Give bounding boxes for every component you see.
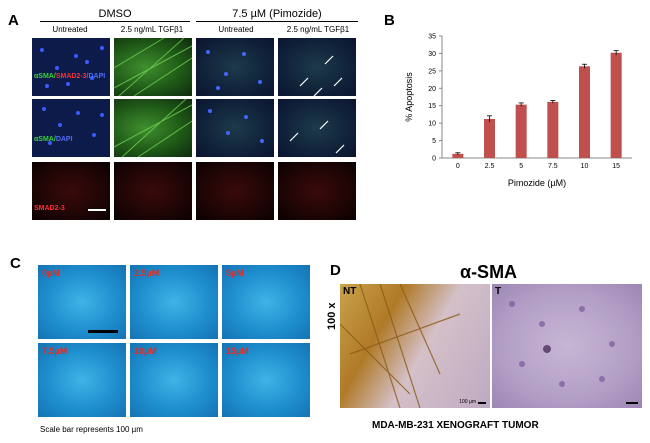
micrograph-a-r2c2 <box>114 99 192 157</box>
micrograph-a-r2c3 <box>196 99 274 157</box>
fiber-strokes <box>114 38 192 96</box>
concentration-label: 15µM <box>226 346 249 356</box>
x-tick-label: 10 <box>581 163 589 170</box>
panel-c-scale-note: Scale bar represents 100 µm <box>40 425 143 434</box>
micrograph-a-r3c2 <box>114 162 192 220</box>
bar <box>610 52 622 158</box>
nt-scale-text: 100 µm <box>459 399 476 405</box>
concentration-label: 2.5µM <box>134 268 160 278</box>
col-untreated-1: Untreated <box>52 25 88 34</box>
concentration-label: 10µM <box>134 346 157 356</box>
culture-image-3: 5µM <box>222 265 310 339</box>
y-tick-label: 5 <box>432 138 436 145</box>
bar <box>452 153 464 158</box>
micrograph-a-r1c3 <box>196 38 274 96</box>
nuclei-dots <box>42 107 104 145</box>
apoptosis-bar-chart: 0 5 10 15 20 25 30 35 0 2.5 5 7.5 10 15 % Apoptosis Pim… <box>404 34 632 188</box>
x-tick-label: 7.5 <box>548 163 558 170</box>
bar <box>484 118 495 158</box>
scale-bar <box>88 209 106 211</box>
bar <box>579 66 590 158</box>
concentration-label: 7.5µM <box>42 346 68 356</box>
ihc-image-t: T <box>492 284 642 408</box>
nt-label: NT <box>343 286 357 297</box>
x-tick-label: 2.5 <box>485 163 495 170</box>
col-tgf-1: 2.5 ng/mL TGFβ1 <box>120 25 184 34</box>
t-label: T <box>495 286 502 297</box>
panel-c-label: C <box>10 255 21 272</box>
panel-d-title: α-SMA <box>460 262 518 282</box>
panel-d-label: D <box>330 262 341 279</box>
stroma-texture <box>340 284 461 408</box>
y-tick-label: 10 <box>428 121 436 128</box>
micrograph-a-r2c4 <box>278 99 356 157</box>
micrograph-a-r3c4 <box>278 162 356 220</box>
culture-image-1: 0µM <box>38 265 126 339</box>
panel-d-caption: MDA-MB-231 XENOGRAFT TUMOR <box>372 420 539 431</box>
concentration-label: 5µM <box>226 268 244 278</box>
culture-image-6: 15µM <box>222 343 310 417</box>
micrograph-a-r1c1: αSMA/SMAD2-3/DAPI <box>32 38 110 96</box>
arrow-markers <box>289 120 345 154</box>
t-scale-bar <box>626 402 638 404</box>
x-tick-label: 15 <box>612 163 620 170</box>
group-dmso-header: DMSO <box>98 8 132 20</box>
panel-c-scale-bar <box>88 330 118 333</box>
ihc-image-nt: NT 100 µm <box>340 284 490 408</box>
y-tick-label: 15 <box>428 103 436 110</box>
x-tick-label: 5 <box>519 163 523 170</box>
cell-texture <box>509 301 615 387</box>
micrograph-a-r1c4 <box>278 38 356 96</box>
row2-stain-label: αSMA/DAPI <box>34 136 73 143</box>
concentration-label: 0µM <box>42 268 60 278</box>
culture-image-4: 7.5µM <box>38 343 126 417</box>
fiber-strokes <box>114 99 192 157</box>
group-pimozide-underline <box>196 21 358 22</box>
magnification-label: 100 x <box>326 302 338 330</box>
bar <box>515 104 527 158</box>
nuclei-dots <box>40 46 104 88</box>
group-pimozide-header: 7.5 µM (Pimozide) <box>232 8 322 20</box>
bar <box>547 101 559 158</box>
nuclei-dots <box>208 109 264 143</box>
panel-b-label: B <box>384 12 395 29</box>
nuclei-dots <box>206 50 262 90</box>
col-untreated-2: Untreated <box>218 25 254 34</box>
panel-c-grid: 0µM 2.5µM 5µM 7.5µM 10µM 15µM <box>38 265 310 417</box>
y-tick-label: 20 <box>428 86 436 93</box>
col-tgf-2: 2.5 ng/mL TGFβ1 <box>286 25 350 34</box>
micrograph-a-r3c3 <box>196 162 274 220</box>
y-axis-title: % Apoptosis <box>404 72 414 122</box>
row3-stain-label: SMAD2-3 <box>34 205 65 212</box>
culture-image-5: 10µM <box>130 343 218 417</box>
nt-scale-bar <box>478 402 486 404</box>
x-axis-title: Pimozide (µM) <box>508 178 566 188</box>
arrow-markers <box>299 55 343 96</box>
micrograph-a-r2c1: αSMA/DAPI <box>32 99 110 157</box>
micrograph-a-r3c1: SMAD2-3 <box>32 162 110 220</box>
x-tick-label: 0 <box>456 163 460 170</box>
y-tick-label: 30 <box>428 51 436 58</box>
culture-image-2: 2.5µM <box>130 265 218 339</box>
group-dmso-underline <box>40 21 190 22</box>
y-tick-label: 35 <box>428 34 436 41</box>
row1-stain-label: αSMA/SMAD2-3/DAPI <box>34 73 106 80</box>
y-tick-label: 0 <box>432 156 436 163</box>
panel-a-label: A <box>8 12 19 29</box>
y-tick-label: 25 <box>428 68 436 75</box>
micrograph-a-r1c2 <box>114 38 192 96</box>
